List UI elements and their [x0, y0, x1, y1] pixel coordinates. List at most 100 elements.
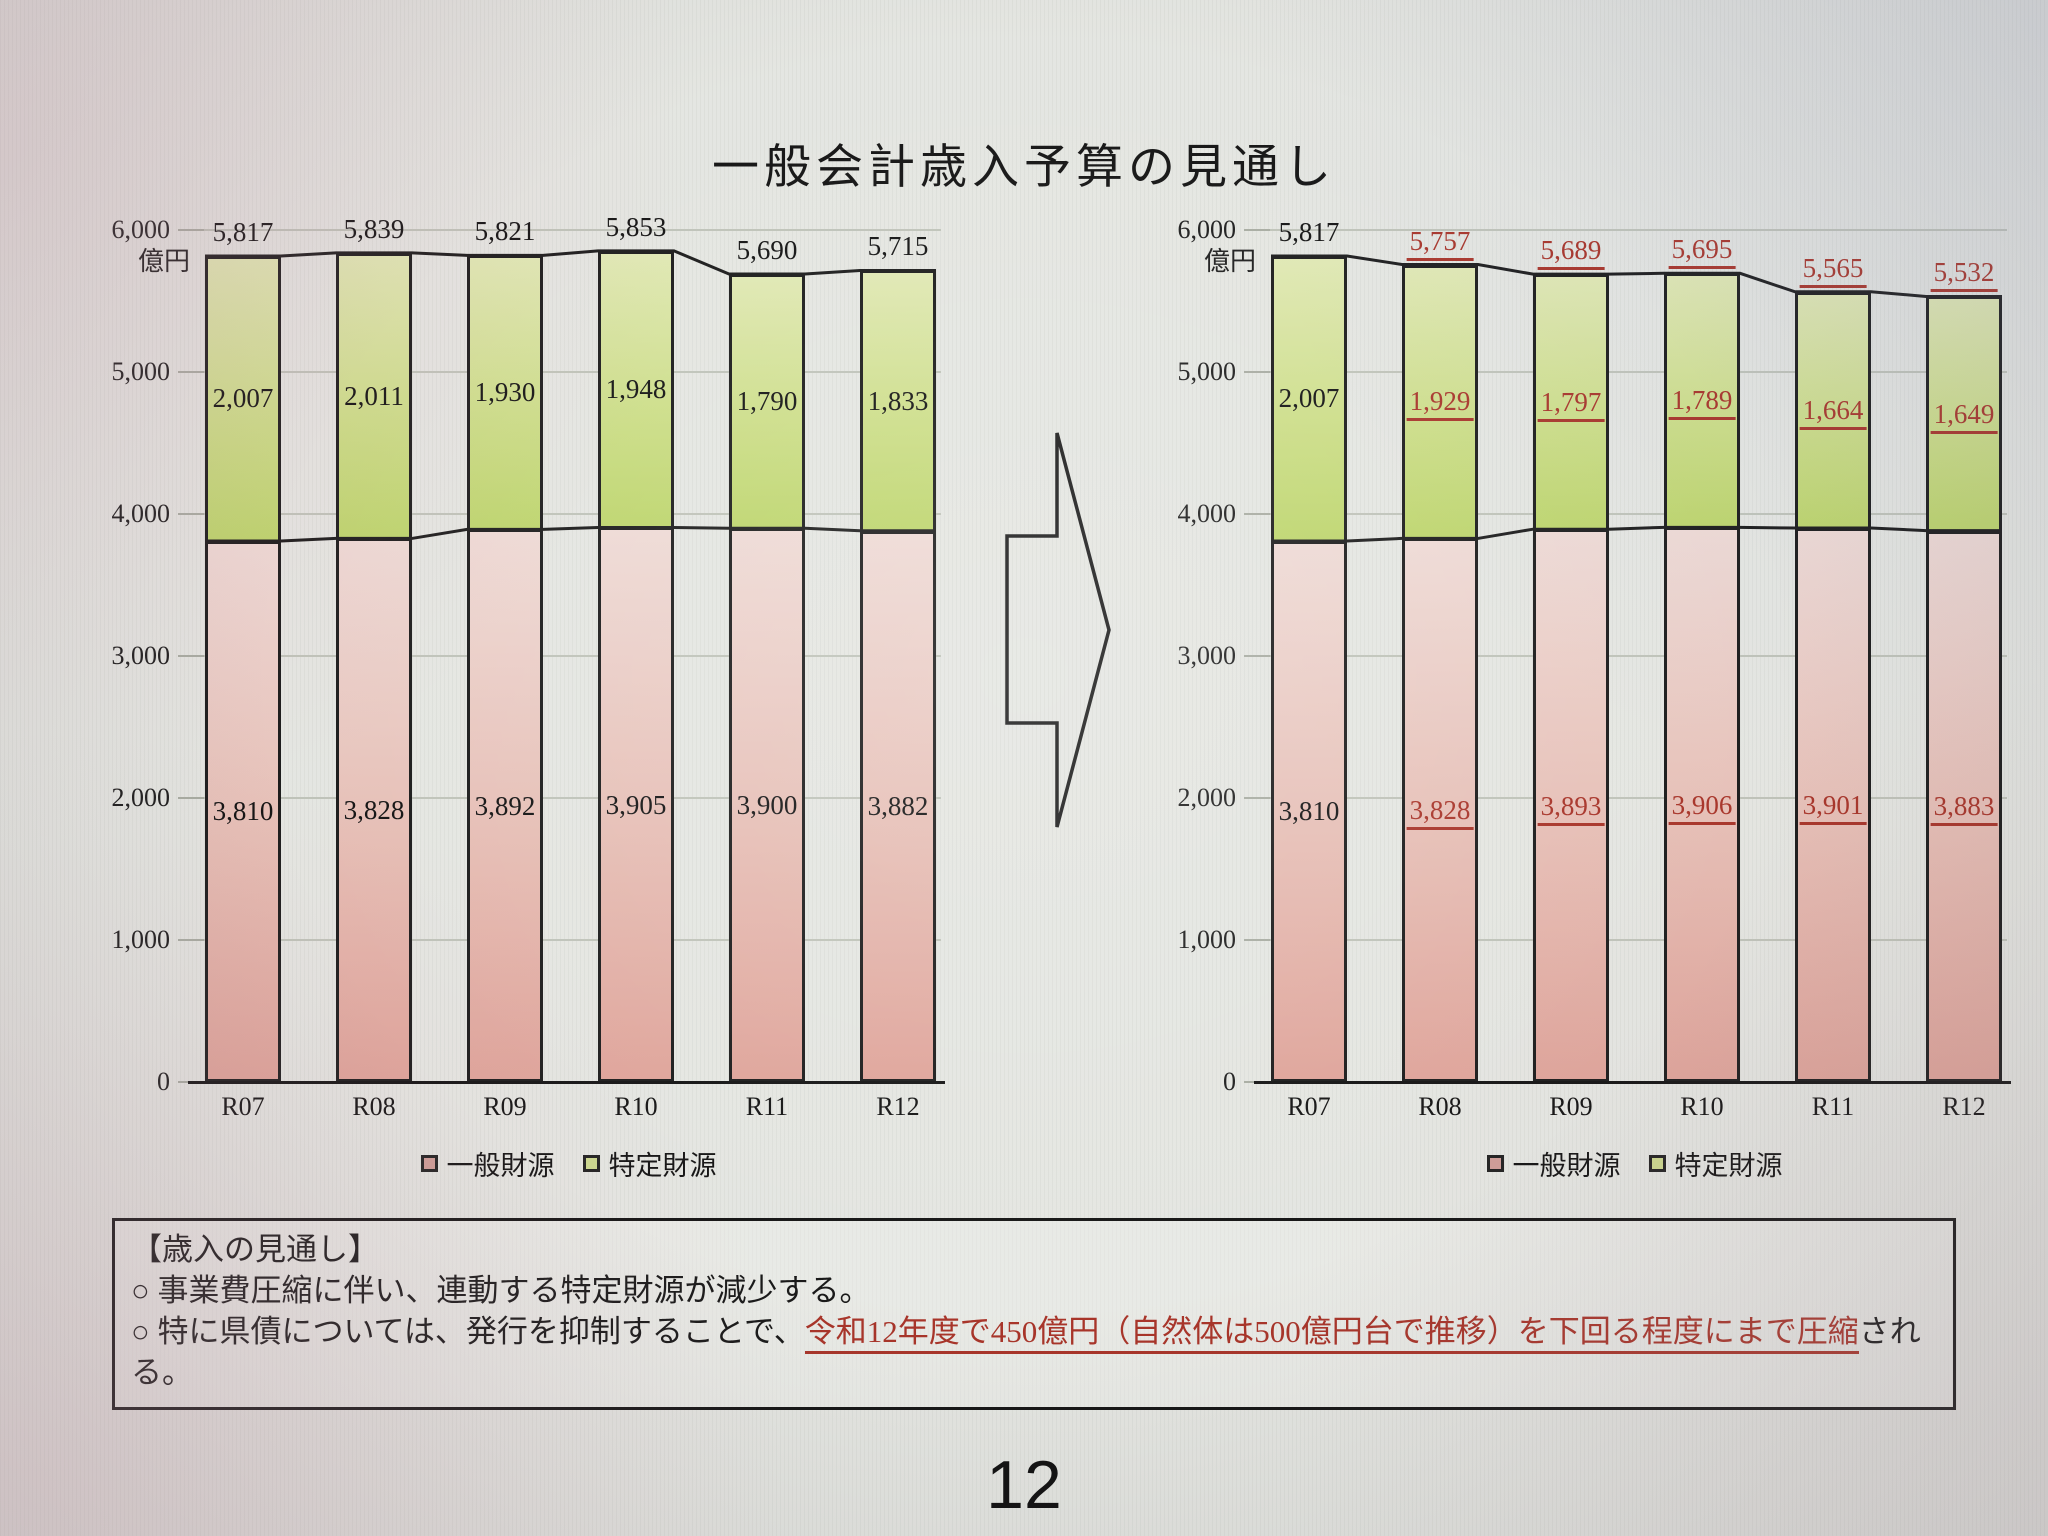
general-label-R09: 3,892 — [474, 790, 536, 821]
y-tick-label: 4,000 — [1177, 499, 1237, 528]
gridline — [1262, 371, 2007, 373]
general-label-R11: 3,901 — [1799, 789, 1867, 826]
y-axis-tick — [178, 371, 204, 373]
legend-swatch-icon — [1648, 1155, 1666, 1172]
legend-swatch-icon — [582, 1155, 600, 1172]
bar-segment-general-R11 — [1795, 528, 1871, 1082]
chart-current-budget: 6,000 億円 5,000 4,000 3,000 2,000 1,000 0 5,817 2,… — [112, 212, 945, 1181]
highlighted-value: 5,532 — [1930, 257, 1998, 293]
legend-label: 特定財源 — [608, 1151, 717, 1181]
general-label-R08: 3,828 — [1406, 794, 1474, 831]
y-tick-label: 3,000 — [1177, 641, 1237, 670]
x-tick-label-R08: R08 — [352, 1092, 396, 1121]
bar-segment-general-R12 — [860, 530, 936, 1082]
gridline — [196, 655, 941, 657]
general-label-R10: 3,905 — [605, 789, 667, 820]
y-tick-label: 0 — [1223, 1067, 1236, 1096]
connector-lines — [205, 249, 936, 543]
notes-bullet-2: ○ 特に県債については、発行を抑制することで、令和12年度で450億円（自然体は… — [131, 1311, 1937, 1393]
gridline — [196, 229, 941, 231]
gridline — [1262, 797, 2007, 799]
legend-label: 一般財源 — [1512, 1151, 1621, 1181]
y-tick-label: 1,000 — [1177, 925, 1237, 954]
legend-label: 特定財源 — [1674, 1151, 1783, 1181]
y-axis-tick — [178, 513, 204, 515]
chart-legend: 一般財源 特定財源 — [1262, 1144, 2007, 1183]
y-axis-unit: 億円 — [137, 247, 190, 276]
x-tick-label-R10: R10 — [1680, 1092, 1724, 1121]
gridline — [1262, 655, 2007, 657]
highlighted-value: 5,695 — [1668, 234, 1736, 270]
bar-segment-general-R09 — [467, 529, 543, 1082]
bar-segment-general-R10 — [598, 527, 674, 1082]
highlighted-value: 3,893 — [1537, 790, 1605, 826]
total-label-R10: 5,695 — [1668, 233, 1736, 270]
legend-item: 特定財源 — [1648, 1144, 1783, 1183]
y-tick-label: 2,000 — [1177, 783, 1237, 812]
total-label-R09: 5,821 — [474, 216, 536, 247]
highlighted-value: 3,883 — [1930, 791, 1998, 827]
notes-box: 【歳入の見通し】 ○ 事業費圧縮に伴い、連動する特定財源が減少する。 ○ 特に県… — [112, 1218, 1956, 1410]
x-tick-label-R12: R12 — [1942, 1092, 1986, 1121]
legend-swatch-icon — [1486, 1155, 1504, 1172]
x-tick-label-R11: R11 — [1811, 1092, 1855, 1121]
y-axis-tick — [178, 797, 204, 799]
general-label-R08: 3,828 — [343, 795, 405, 826]
specific-label-R07: 2,007 — [212, 383, 274, 414]
specific-label-R07: 2,007 — [1278, 383, 1340, 414]
y-tick-label: 2,000 — [111, 783, 171, 812]
x-tick-label-R12: R12 — [876, 1092, 920, 1121]
bar-segment-general-R08 — [336, 538, 412, 1082]
general-label-R07: 3,810 — [212, 796, 274, 827]
highlighted-value: 1,664 — [1799, 394, 1867, 430]
y-tick-label: 4,000 — [111, 499, 171, 528]
bar-segment-general-R07 — [1271, 540, 1347, 1082]
gridline — [196, 371, 941, 373]
specific-label-R12: 1,649 — [1930, 398, 1998, 434]
specific-label-R08: 1,929 — [1406, 385, 1474, 422]
page-title: 一般会計歳入予算の見通し — [712, 142, 1336, 194]
general-label-R12: 3,883 — [1930, 790, 1998, 827]
notes-bullet-2-suffix: される。 — [131, 1314, 1921, 1390]
specific-label-R12: 1,833 — [867, 385, 929, 416]
y-axis-tick — [178, 229, 204, 231]
y-axis-tick — [1244, 797, 1270, 799]
y-tick-label: 6,000 — [111, 215, 171, 244]
x-tick-label-R07: R07 — [221, 1092, 265, 1121]
y-tick-label: 0 — [157, 1067, 170, 1096]
y-axis-tick — [1244, 229, 1270, 231]
y-axis-unit: 億円 — [1203, 247, 1256, 276]
total-label-R12: 5,532 — [1930, 256, 1998, 293]
bar-segment-specific-R11 — [729, 274, 805, 529]
specific-label-R09: 1,797 — [1537, 386, 1605, 422]
x-axis-line — [1254, 1081, 2011, 1084]
notes-bullet-1: ○ 事業費圧縮に伴い、連動する特定財源が減少する。 — [131, 1273, 871, 1308]
total-label-R09: 5,689 — [1537, 234, 1605, 271]
total-label-R07: 5,817 — [1278, 217, 1340, 247]
total-label-R11: 5,565 — [1799, 252, 1867, 288]
highlighted-value: 3,906 — [1668, 789, 1736, 825]
total-label-R08: 5,839 — [343, 213, 405, 244]
bar-segment-specific-R09 — [1533, 274, 1609, 530]
y-axis-tick — [1244, 513, 1270, 515]
legend-label: 一般財源 — [446, 1151, 555, 1181]
bar-segment-specific-R12 — [860, 270, 936, 531]
general-label-R12: 3,882 — [867, 791, 929, 822]
bar-segment-general-R09 — [1533, 529, 1609, 1082]
highlighted-value: 1,929 — [1406, 386, 1474, 422]
y-axis-tick — [178, 655, 204, 657]
general-label-R11: 3,900 — [736, 790, 798, 821]
notes-bullet-2-prefix: ○ 特に県債については、発行を抑制することで、 — [131, 1314, 805, 1349]
y-tick-label: 1,000 — [111, 925, 171, 954]
x-tick-label-R08: R08 — [1418, 1092, 1462, 1121]
bar-segment-specific-R09 — [467, 255, 543, 530]
legend-item: 特定財源 — [582, 1144, 717, 1183]
specific-label-R10: 1,789 — [1668, 384, 1736, 421]
x-tick-label-R09: R09 — [483, 1092, 527, 1121]
gridline — [1262, 229, 2007, 231]
specific-label-R10: 1,948 — [605, 374, 667, 405]
specific-label-R09: 1,930 — [474, 377, 536, 408]
highlighted-value: 5,757 — [1406, 225, 1474, 261]
highlighted-value: 5,565 — [1799, 252, 1867, 288]
